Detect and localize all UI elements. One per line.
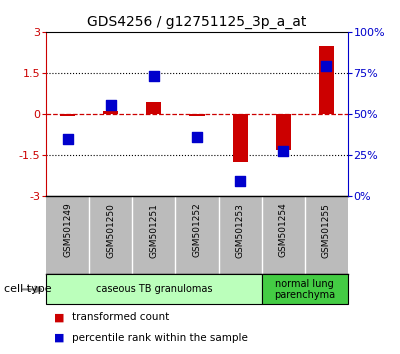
Text: GSM501253: GSM501253 [236, 203, 245, 258]
Bar [46, 274, 262, 304]
Point [323, 63, 330, 69]
Text: cell type: cell type [4, 284, 52, 295]
Text: caseous TB granulomas: caseous TB granulomas [96, 284, 212, 295]
Text: percentile rank within the sample: percentile rank within the sample [72, 332, 248, 343]
Point [151, 73, 157, 79]
Text: GSM501255: GSM501255 [322, 203, 331, 258]
Title: GDS4256 / g12751125_3p_a_at: GDS4256 / g12751125_3p_a_at [87, 16, 307, 29]
Bar [276, 114, 291, 150]
Point [280, 148, 286, 154]
Point [237, 178, 243, 184]
Text: GSM501254: GSM501254 [279, 203, 288, 257]
Text: GSM501251: GSM501251 [149, 203, 158, 258]
Bar [190, 114, 204, 115]
Text: normal lung
parenchyma: normal lung parenchyma [274, 279, 336, 300]
Text: GSM501252: GSM501252 [192, 203, 202, 257]
Point [108, 102, 114, 107]
Bar [262, 274, 348, 304]
Bar [146, 102, 162, 114]
Bar [60, 114, 75, 115]
Bar [232, 114, 248, 162]
Text: GSM501250: GSM501250 [106, 203, 115, 258]
Point [194, 135, 200, 140]
Text: GSM501249: GSM501249 [63, 203, 72, 257]
Bar [103, 112, 118, 114]
Bar [319, 46, 334, 114]
Point [64, 136, 71, 142]
Text: ■: ■ [54, 332, 68, 343]
Text: transformed count: transformed count [72, 312, 169, 322]
Text: ■: ■ [54, 312, 68, 322]
